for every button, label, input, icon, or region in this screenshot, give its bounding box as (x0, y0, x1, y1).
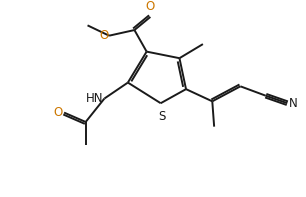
Text: S: S (158, 110, 165, 123)
Text: O: O (99, 29, 108, 42)
Text: HN: HN (86, 92, 103, 105)
Text: O: O (53, 106, 62, 119)
Text: O: O (146, 0, 155, 13)
Text: N: N (289, 97, 298, 110)
